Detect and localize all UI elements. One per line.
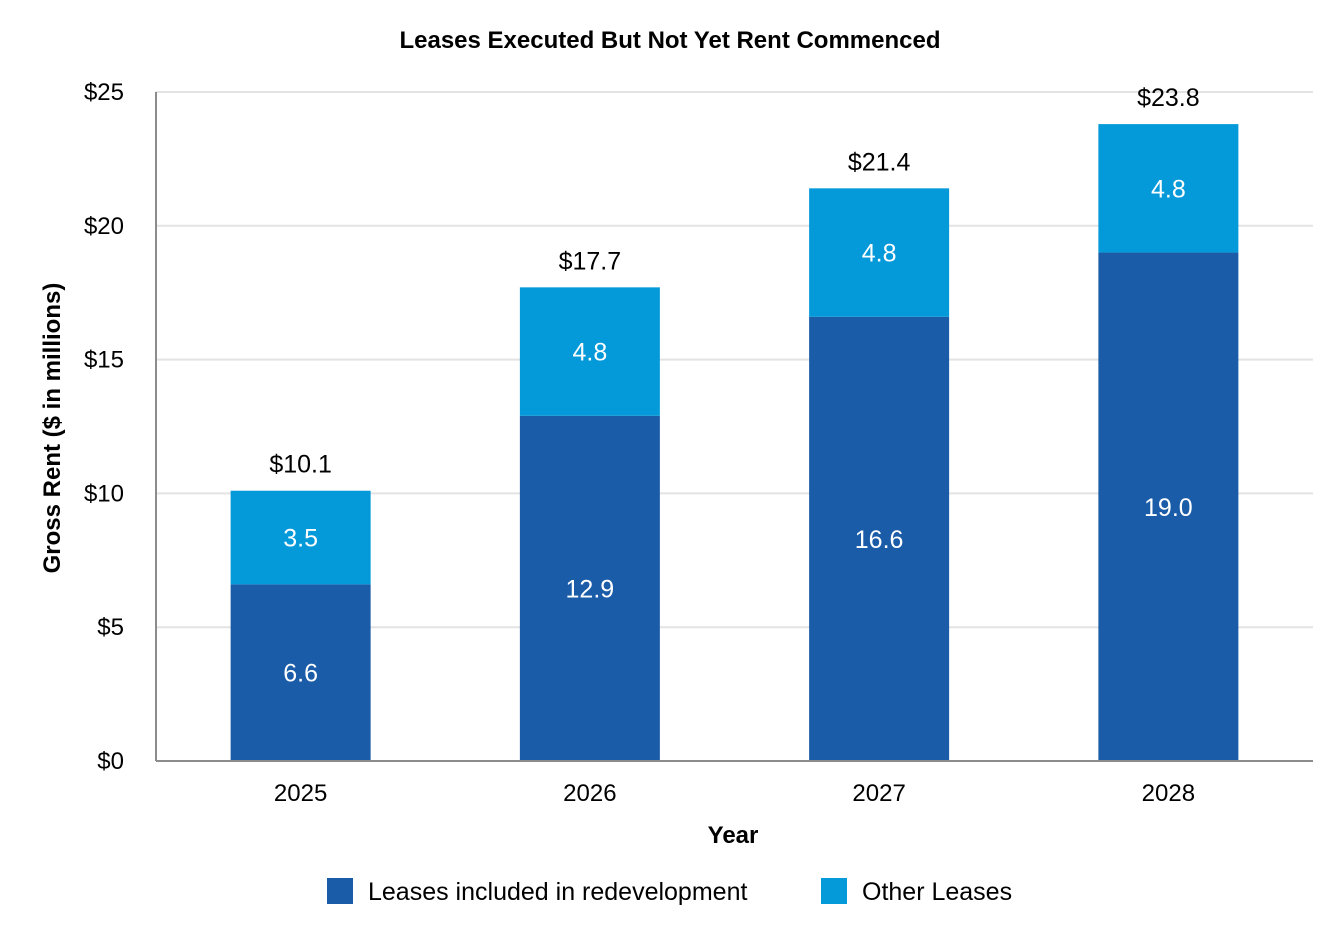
segment-label-2025-other: 3.5 — [283, 525, 318, 553]
bar-2025-other — [230, 490, 371, 585]
y-tick-label: $20 — [84, 213, 124, 240]
bars: 6.6 3.5 $10.1 12.9 4.8 $17.7 16.6 4.8 $21.4 19.0 4… — [230, 84, 1239, 761]
bar-2028-other — [1098, 124, 1239, 253]
x-tick-label: 2028 — [1142, 780, 1195, 807]
y-tick-label: $25 — [84, 79, 124, 106]
y-tick-label: $10 — [84, 480, 124, 507]
x-tick-label: 2026 — [563, 780, 616, 807]
y-axis-ticks: $0 $5 $10 $15 $20 $25 — [84, 79, 124, 775]
legend-swatch-redevelopment — [327, 878, 353, 904]
y-axis-label: Gross Rent ($ in millions) — [39, 283, 66, 574]
legend-label-other: Other Leases — [862, 878, 1012, 906]
y-tick-label: $15 — [84, 347, 124, 374]
legend-swatch-other — [821, 878, 847, 904]
total-label-2026: $17.7 — [559, 247, 622, 275]
bar-2027-redevelopment — [809, 316, 950, 761]
segment-label-2028-other: 4.8 — [1151, 175, 1186, 203]
chart-title: Leases Executed But Not Yet Rent Commenc… — [399, 27, 940, 54]
x-tick-label: 2025 — [274, 780, 327, 807]
segment-label-2028-redevelopment: 19.0 — [1144, 494, 1193, 522]
legend-label-redevelopment: Leases included in redevelopment — [368, 878, 747, 906]
x-axis-label: Year — [708, 822, 759, 849]
y-tick-label: $5 — [97, 614, 124, 641]
bar-2028-redevelopment — [1098, 252, 1239, 761]
segment-label-2026-other: 4.8 — [572, 339, 607, 367]
y-tick-label: $0 — [97, 748, 124, 775]
legend: Leases included in redevelopment Other Le… — [327, 878, 1012, 906]
axes — [155, 92, 1313, 762]
bar-2026-redevelopment — [519, 415, 660, 761]
segment-label-2027-other: 4.8 — [862, 240, 897, 268]
total-label-2025: $10.1 — [269, 451, 332, 479]
bar-2027-other — [809, 188, 950, 317]
total-label-2028: $23.8 — [1137, 84, 1200, 112]
bar-2026-other — [519, 287, 660, 416]
bar-2025-redevelopment — [230, 584, 371, 761]
segment-label-2027-redevelopment: 16.6 — [855, 526, 904, 554]
x-tick-label: 2027 — [852, 780, 905, 807]
total-label-2027: $21.4 — [848, 148, 911, 176]
segment-label-2026-redevelopment: 12.9 — [566, 575, 615, 603]
x-axis-ticks: 2025 2026 2027 2028 — [274, 780, 1195, 807]
segment-label-2025-redevelopment: 6.6 — [283, 660, 318, 688]
